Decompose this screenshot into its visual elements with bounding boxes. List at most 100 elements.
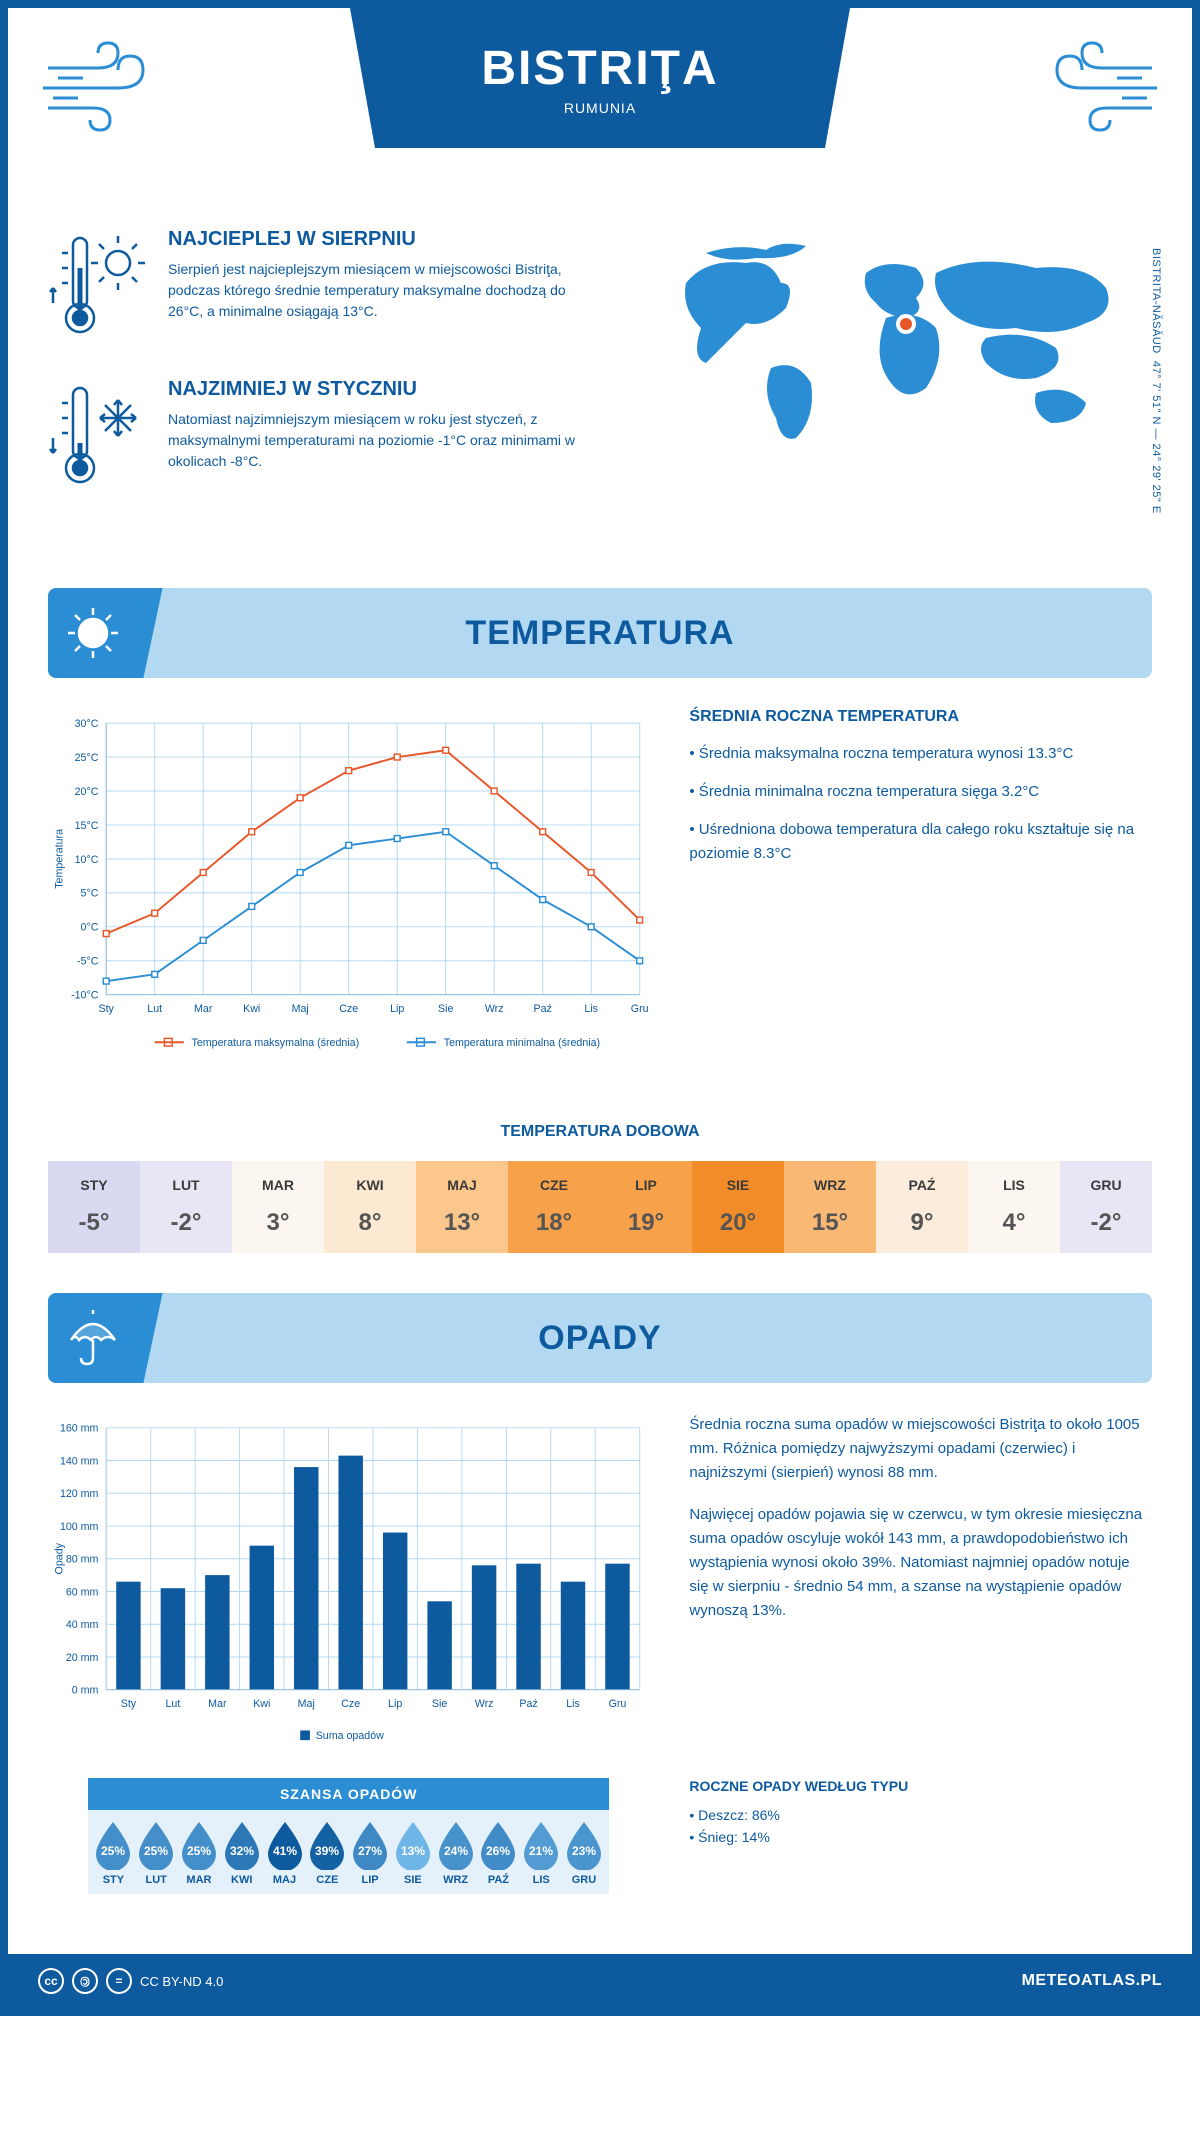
- daily-temp-title: TEMPERATURA DOBOWA: [8, 1123, 1192, 1141]
- chance-drop: 26%PAŹ: [477, 1820, 520, 1886]
- chance-drop: 25%LUT: [135, 1820, 178, 1886]
- section-title: TEMPERATURA: [168, 614, 1152, 653]
- temperature-info: ŚREDNIA ROCZNA TEMPERATURA • Średnia mak…: [689, 708, 1152, 1073]
- daily-temp-cell: MAJ13°: [416, 1161, 508, 1253]
- chance-drop: 39%CZE: [306, 1820, 349, 1886]
- chance-drop: 23%GRU: [563, 1820, 606, 1886]
- daily-temp-cell: LUT-2°: [140, 1161, 232, 1253]
- svg-text:41%: 41%: [273, 1844, 297, 1858]
- world-map-block: BISTRITA-NĂSĂUD 47° 7' 51" N — 24° 29' 2…: [620, 228, 1152, 528]
- svg-text:Mar: Mar: [208, 1698, 227, 1710]
- site-name: METEOATLAS.PL: [1022, 1972, 1162, 1990]
- svg-text:Cze: Cze: [339, 1003, 358, 1015]
- header: BISTRIŢA RUMUNIA: [8, 8, 1192, 208]
- svg-text:25°C: 25°C: [75, 752, 99, 764]
- svg-text:Sty: Sty: [121, 1698, 137, 1710]
- precipitation-section-header: OPADY: [48, 1293, 1152, 1383]
- section-title: OPADY: [168, 1319, 1152, 1358]
- temp-info-heading: ŚREDNIA ROCZNA TEMPERATURA: [689, 708, 1152, 726]
- svg-text:Sie: Sie: [438, 1003, 453, 1015]
- sun-icon: [63, 603, 123, 663]
- thermometer-sun-icon: [48, 228, 148, 348]
- svg-text:39%: 39%: [315, 1844, 339, 1858]
- svg-text:Wrz: Wrz: [485, 1003, 504, 1015]
- svg-text:25%: 25%: [144, 1844, 168, 1858]
- world-map: [620, 228, 1152, 468]
- chance-drop: 13%SIE: [391, 1820, 434, 1886]
- precip-p1: Średnia roczna suma opadów w miejscowośc…: [689, 1413, 1152, 1485]
- svg-text:0°C: 0°C: [81, 922, 99, 934]
- daily-temp-cell: LIP19°: [600, 1161, 692, 1253]
- precipitation-chance-strip: SZANSA OPADÓW 25%STY25%LUT25%MAR32%KWI41…: [88, 1778, 609, 1894]
- chance-drop: 25%STY: [92, 1820, 135, 1886]
- daily-temp-cell: LIS4°: [968, 1161, 1060, 1253]
- svg-text:Kwi: Kwi: [243, 1003, 260, 1015]
- svg-text:Mar: Mar: [194, 1003, 213, 1015]
- temperature-section-header: TEMPERATURA: [48, 588, 1152, 678]
- warmest-block: NAJCIEPLEJ W SIERPNIU Sierpień jest najc…: [48, 228, 580, 348]
- daily-temp-cell: WRZ15°: [784, 1161, 876, 1253]
- coordinates: BISTRITA-NĂSĂUD 47° 7' 51" N — 24° 29' 2…: [1150, 248, 1162, 514]
- svg-text:120 mm: 120 mm: [60, 1488, 99, 1500]
- svg-text:Cze: Cze: [341, 1698, 360, 1710]
- svg-text:Temperatura maksymalna (średni: Temperatura maksymalna (średnia): [192, 1037, 360, 1049]
- daily-temp-table: STY-5°LUT-2°MAR3°KWI8°MAJ13°CZE18°LIP19°…: [48, 1161, 1152, 1253]
- precipitation-info: Średnia roczna suma opadów w miejscowośc…: [689, 1413, 1152, 1758]
- svg-text:27%: 27%: [358, 1844, 382, 1858]
- precipitation-by-type: ROCZNE OPADY WEDŁUG TYPU • Deszcz: 86% •…: [689, 1778, 1152, 1914]
- svg-text:Lis: Lis: [584, 1003, 598, 1015]
- temp-info-b1: • Średnia maksymalna roczna temperatura …: [689, 742, 1152, 766]
- svg-text:40 mm: 40 mm: [66, 1619, 99, 1631]
- svg-text:Suma opadów: Suma opadów: [316, 1730, 384, 1742]
- svg-text:Sty: Sty: [98, 1003, 114, 1015]
- chance-title: SZANSA OPADÓW: [88, 1778, 609, 1810]
- daily-temp-cell: PAŹ9°: [876, 1161, 968, 1253]
- daily-temp-cell: MAR3°: [232, 1161, 324, 1253]
- chance-drop: 21%LIS: [520, 1820, 563, 1886]
- svg-text:Kwi: Kwi: [253, 1698, 270, 1710]
- coldest-block: NAJZIMNIEJ W STYCZNIU Natomiast najzimni…: [48, 378, 580, 498]
- cc-icon: cc: [38, 1968, 64, 1994]
- warmest-text: Sierpień jest najcieplejszym miesiącem w…: [168, 259, 580, 322]
- svg-text:20°C: 20°C: [75, 786, 99, 798]
- svg-text:13%: 13%: [401, 1844, 425, 1858]
- svg-text:10°C: 10°C: [75, 854, 99, 866]
- chance-drop: 27%LIP: [349, 1820, 392, 1886]
- daily-temp-cell: KWI8°: [324, 1161, 416, 1253]
- thermometer-snow-icon: [48, 378, 148, 498]
- temp-info-b2: • Średnia minimalna roczna temperatura s…: [689, 780, 1152, 804]
- temperature-line-chart: -10°C-5°C0°C5°C10°C15°C20°C25°C30°CStyLu…: [48, 708, 649, 1073]
- svg-text:Maj: Maj: [292, 1003, 309, 1015]
- daily-temp-cell: GRU-2°: [1060, 1161, 1152, 1253]
- by-icon: 🄯: [72, 1968, 98, 1994]
- svg-text:Gru: Gru: [631, 1003, 649, 1015]
- nd-icon: =: [106, 1968, 132, 1994]
- svg-text:30°C: 30°C: [75, 718, 99, 730]
- svg-text:25%: 25%: [101, 1844, 125, 1858]
- svg-text:20 mm: 20 mm: [66, 1652, 99, 1664]
- svg-text:Temperatura minimalna (średnia: Temperatura minimalna (średnia): [444, 1037, 600, 1049]
- precip-type-l1: • Deszcz: 86%: [689, 1804, 1152, 1826]
- svg-text:21%: 21%: [529, 1844, 553, 1858]
- umbrella-icon: [63, 1308, 123, 1368]
- daily-temp-cell: STY-5°: [48, 1161, 140, 1253]
- header-banner: BISTRIŢA RUMUNIA: [350, 8, 850, 148]
- svg-text:140 mm: 140 mm: [60, 1455, 99, 1467]
- svg-text:0 mm: 0 mm: [72, 1685, 99, 1697]
- svg-text:Maj: Maj: [298, 1698, 315, 1710]
- svg-text:Lip: Lip: [390, 1003, 404, 1015]
- svg-text:Paź: Paź: [519, 1698, 537, 1710]
- svg-text:26%: 26%: [486, 1844, 510, 1858]
- wind-icon: [1022, 38, 1162, 138]
- precip-type-heading: ROCZNE OPADY WEDŁUG TYPU: [689, 1778, 1152, 1794]
- daily-temp-cell: CZE18°: [508, 1161, 600, 1253]
- precipitation-bar-chart: 0 mm20 mm40 mm60 mm80 mm100 mm120 mm140 …: [48, 1413, 649, 1758]
- city-name: BISTRIŢA: [481, 41, 718, 96]
- footer: cc 🄯 = CC BY-ND 4.0 METEOATLAS.PL: [8, 1954, 1192, 2008]
- coldest-title: NAJZIMNIEJ W STYCZNIU: [168, 378, 580, 401]
- chance-drop: 41%MAJ: [263, 1820, 306, 1886]
- country-name: RUMUNIA: [564, 100, 636, 116]
- daily-temp-cell: SIE20°: [692, 1161, 784, 1253]
- svg-text:Temperatura: Temperatura: [54, 829, 66, 889]
- chance-drop: 24%WRZ: [434, 1820, 477, 1886]
